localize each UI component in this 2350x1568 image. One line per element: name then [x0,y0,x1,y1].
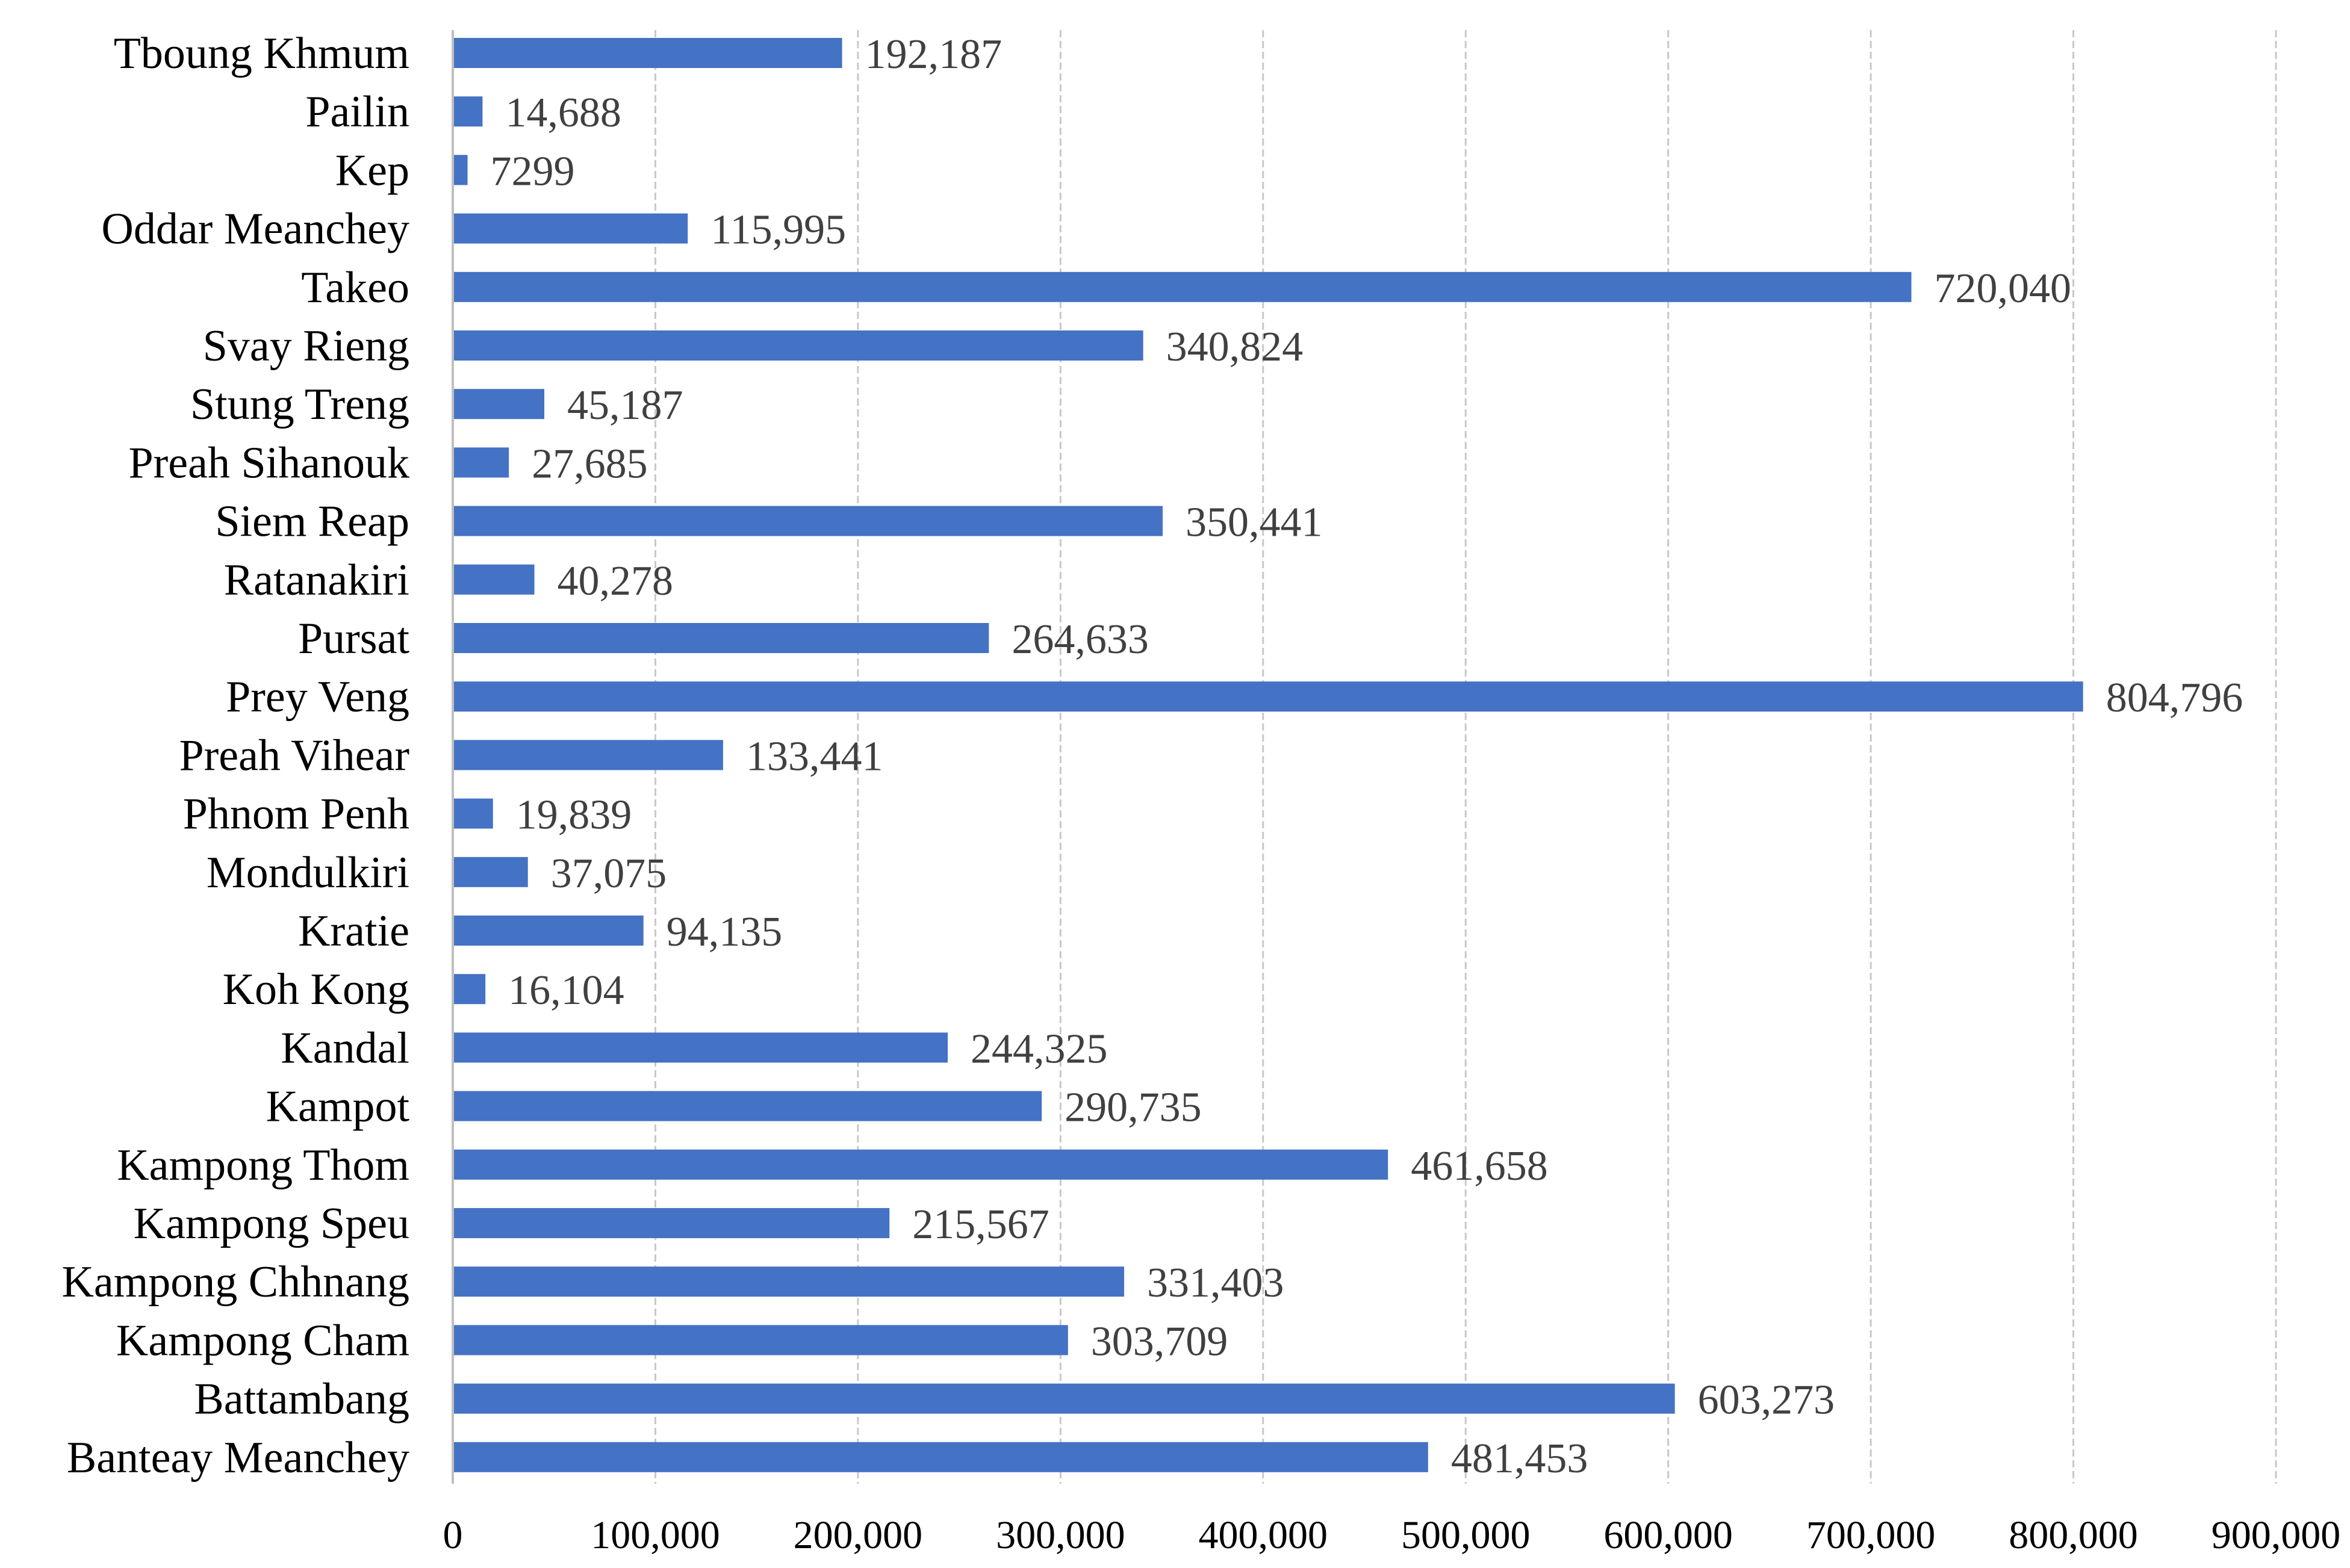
data-label: 303,709 [1091,1318,1228,1365]
bar-ratanakiri [453,564,535,595]
data-label: 340,824 [1166,324,1304,370]
data-label: 192,187 [865,31,1002,78]
bar-prey-veng [453,681,2083,712]
data-label: 133,441 [746,733,883,779]
category-label: Pailin [305,87,409,137]
bars [453,38,2083,1472]
bar-kratie [453,916,644,946]
category-label: Tboung Khmum [114,29,409,78]
x-tick-label: 100,000 [591,1513,720,1557]
category-label: Kep [335,146,409,195]
data-label: 37,075 [551,851,667,897]
category-label: Phnom Penh [183,790,409,839]
category-label: Prey Veng [226,672,409,722]
data-label: 264,633 [1012,616,1149,663]
x-tick-label: 200,000 [794,1513,923,1557]
category-label: Kampong Thom [117,1141,409,1190]
data-label: 290,735 [1065,1085,1202,1131]
data-label: 94,135 [667,909,783,955]
data-label: 19,839 [516,792,632,838]
x-tick-label: 400,000 [1199,1513,1328,1557]
category-label: Preah Sihanouk [128,438,409,488]
category-label: Stung Treng [190,380,409,429]
data-label: 7299 [491,148,575,194]
category-label: Banteay Meanchey [67,1433,409,1483]
bar-koh-kong [453,974,486,1005]
data-label: 603,273 [1698,1377,1835,1424]
x-tick-label: 900,000 [2212,1513,2341,1557]
bar-battambang [453,1383,1675,1414]
category-label: Kampot [266,1082,410,1132]
data-label: 331,403 [1147,1260,1284,1306]
category-label: Mondulkiri [207,848,409,897]
data-label: 16,104 [508,967,624,1014]
data-label: 804,796 [2106,675,2243,721]
data-label: 350,441 [1186,500,1323,546]
value-labels: 192,187 14,688 7299 115,995 720,040 340,824 45… [491,31,2243,1482]
bar-kep [453,155,468,185]
data-label: 45,187 [567,382,683,429]
bar-phnom-penh [453,798,493,829]
data-label: 14,688 [505,90,621,136]
x-tick-label: 300,000 [996,1513,1125,1557]
category-label: Kandal [281,1023,409,1073]
bar-preah-vihear [453,740,723,770]
category-label: Kampong Chhnang [61,1257,409,1307]
category-label: Kampong Speu [134,1199,409,1248]
category-label: Siem Reap [215,497,409,547]
bar-pursat [453,623,989,653]
bar-takeo [453,271,1912,302]
bar-mondulkiri [453,857,528,887]
data-label: 27,685 [532,441,648,487]
category-label: Ratanakiri [224,556,409,605]
category-label: Svay Rieng [203,321,409,371]
data-label: 40,278 [558,558,674,604]
category-label: Koh Kong [223,965,409,1014]
category-label: Battambang [194,1375,409,1424]
bar-preah-sihanouk [453,447,509,478]
bar-tboung-khmum [453,38,842,68]
category-label: Pursat [298,614,409,663]
bar-kampong-speu [453,1208,890,1238]
bar-kandal [453,1032,948,1063]
x-tick-label: 700,000 [1806,1513,1936,1557]
category-label: Kampong Cham [116,1316,409,1365]
category-label: Oddar Meanchey [101,205,409,254]
bar-stung-treng [453,389,545,420]
x-tick-label: 800,000 [2009,1513,2138,1557]
bar-siem-reap [453,506,1163,536]
data-label: 481,453 [1451,1436,1588,1482]
x-tick-label: 600,000 [1603,1513,1733,1557]
x-axis-tick-labels: 0 100,000 200,000 300,000 400,000 500,000 600,… [443,1513,2341,1557]
category-label: Takeo [301,263,409,312]
data-label: 215,567 [912,1201,1049,1248]
data-label: 720,040 [1935,265,2072,312]
bar-oddar-meanchey [453,213,688,244]
bar-banteay-meanchey [453,1442,1428,1472]
bar-svay-rieng [453,330,1143,361]
data-label: 461,658 [1411,1143,1548,1189]
x-tick-label: 0 [443,1513,463,1557]
category-label: Kratie [298,906,409,956]
bar-kampot [453,1091,1042,1121]
data-label: 244,325 [971,1026,1108,1072]
bar-kampong-chhnang [453,1266,1124,1297]
bar-kampong-thom [453,1149,1388,1180]
category-label: Preah Vihear [179,731,409,780]
data-label: 115,995 [710,207,846,253]
bar-pailin [453,96,483,127]
category-labels: Tboung Khmum Pailin Kep Oddar Meanchey Takeo… [61,29,409,1483]
x-tick-label: 500,000 [1401,1513,1531,1557]
bar-kampong-cham [453,1325,1068,1356]
